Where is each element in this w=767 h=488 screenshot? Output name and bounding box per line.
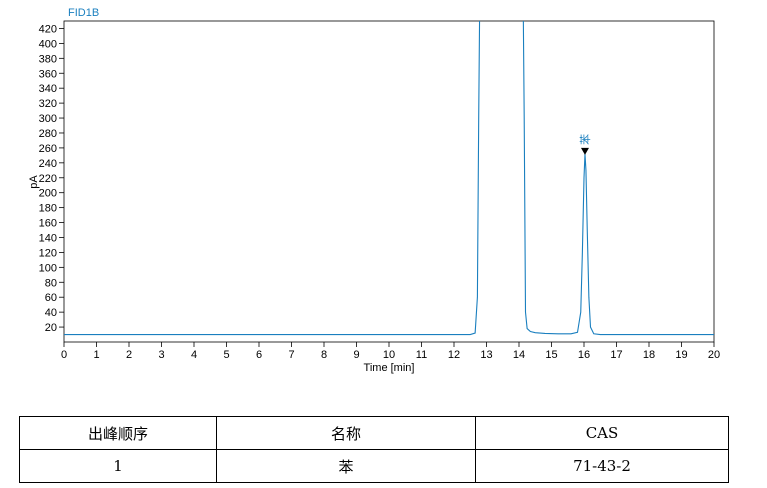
y-axis-label: pA bbox=[28, 175, 40, 189]
y-tick-label: 300 bbox=[39, 113, 57, 125]
cell-name: 苯 bbox=[216, 449, 476, 483]
peak-label: 苯 bbox=[578, 134, 592, 145]
peak-marker bbox=[580, 147, 589, 155]
y-tick-label: 280 bbox=[39, 128, 57, 140]
y-tick-label: 220 bbox=[39, 173, 57, 185]
cell-peak-order: 1 bbox=[19, 449, 217, 483]
y-tick-label: 100 bbox=[39, 262, 57, 274]
x-tick-label: 6 bbox=[256, 349, 262, 361]
x-tick-label: 11 bbox=[416, 349, 427, 361]
header-peak-order: 出峰顺序 bbox=[19, 416, 217, 450]
y-tick-label: 60 bbox=[45, 292, 57, 304]
y-tick-label: 160 bbox=[39, 218, 57, 230]
y-tick-label: 240 bbox=[39, 158, 57, 170]
x-tick-label: 14 bbox=[513, 349, 525, 361]
x-tick-label: 17 bbox=[610, 349, 622, 361]
y-tick-label: 320 bbox=[39, 98, 57, 110]
chromatogram-chart: FID1B 0 1 2 3 4 5 6 7 8 9 10 11 12 13 14 15 16 17 18 19 2020… bbox=[28, 7, 720, 374]
peak-table: 出峰顺序 名称 CAS 1 苯 71-43-2 bbox=[19, 416, 729, 483]
x-tick-label: 8 bbox=[321, 349, 327, 361]
y-tick-label: 260 bbox=[39, 143, 57, 155]
x-tick-label: 18 bbox=[643, 349, 655, 361]
y-tick-label: 180 bbox=[39, 203, 57, 215]
y-tick-label: 40 bbox=[45, 307, 57, 319]
x-tick-label: 13 bbox=[480, 349, 492, 361]
y-tick-label: 380 bbox=[39, 53, 57, 65]
series-layer bbox=[64, 21, 714, 336]
x-tick-label: 15 bbox=[545, 349, 557, 361]
y-tick-label: 400 bbox=[39, 38, 57, 50]
y-tick-label: 80 bbox=[45, 277, 57, 289]
x-tick-label: 12 bbox=[448, 349, 460, 361]
x-tick-label: 2 bbox=[126, 349, 132, 361]
cell-cas: 71-43-2 bbox=[475, 449, 729, 483]
y-tick-label: 420 bbox=[39, 23, 57, 35]
header-cas: CAS bbox=[475, 416, 729, 450]
x-tick-label: 3 bbox=[158, 349, 164, 361]
header-name: 名称 bbox=[216, 416, 476, 450]
x-tick-label: 0 bbox=[61, 349, 67, 361]
x-tick-label: 1 bbox=[93, 349, 99, 361]
y-tick-label: 120 bbox=[39, 247, 57, 259]
y-tick-label: 200 bbox=[39, 188, 57, 200]
x-tick-label: 20 bbox=[708, 349, 720, 361]
x-tick-label: 10 bbox=[383, 349, 395, 361]
x-axis-label: Time [min] bbox=[364, 362, 415, 374]
x-tick-label: 9 bbox=[353, 349, 359, 361]
x-tick-label: 7 bbox=[288, 349, 294, 361]
series-line bbox=[64, 21, 714, 336]
plot-frame bbox=[63, 20, 715, 343]
y-tick-label: 340 bbox=[39, 83, 57, 95]
annotations: 苯 bbox=[578, 134, 592, 155]
table-row: 1 苯 71-43-2 bbox=[19, 449, 729, 483]
axis-ticks: 0 1 2 3 4 5 6 7 8 9 10 11 12 13 14 15 16 17 18 19 2020406080… bbox=[39, 23, 720, 361]
x-tick-label: 16 bbox=[578, 349, 590, 361]
peak-table-header: 出峰顺序 名称 CAS bbox=[19, 416, 729, 450]
x-tick-label: 4 bbox=[191, 349, 197, 361]
y-tick-label: 20 bbox=[45, 322, 57, 334]
x-tick-label: 19 bbox=[675, 349, 687, 361]
y-tick-label: 360 bbox=[39, 68, 57, 80]
signal-label: FID1B bbox=[68, 7, 99, 19]
x-tick-label: 5 bbox=[223, 349, 229, 361]
y-tick-label: 140 bbox=[39, 232, 57, 244]
